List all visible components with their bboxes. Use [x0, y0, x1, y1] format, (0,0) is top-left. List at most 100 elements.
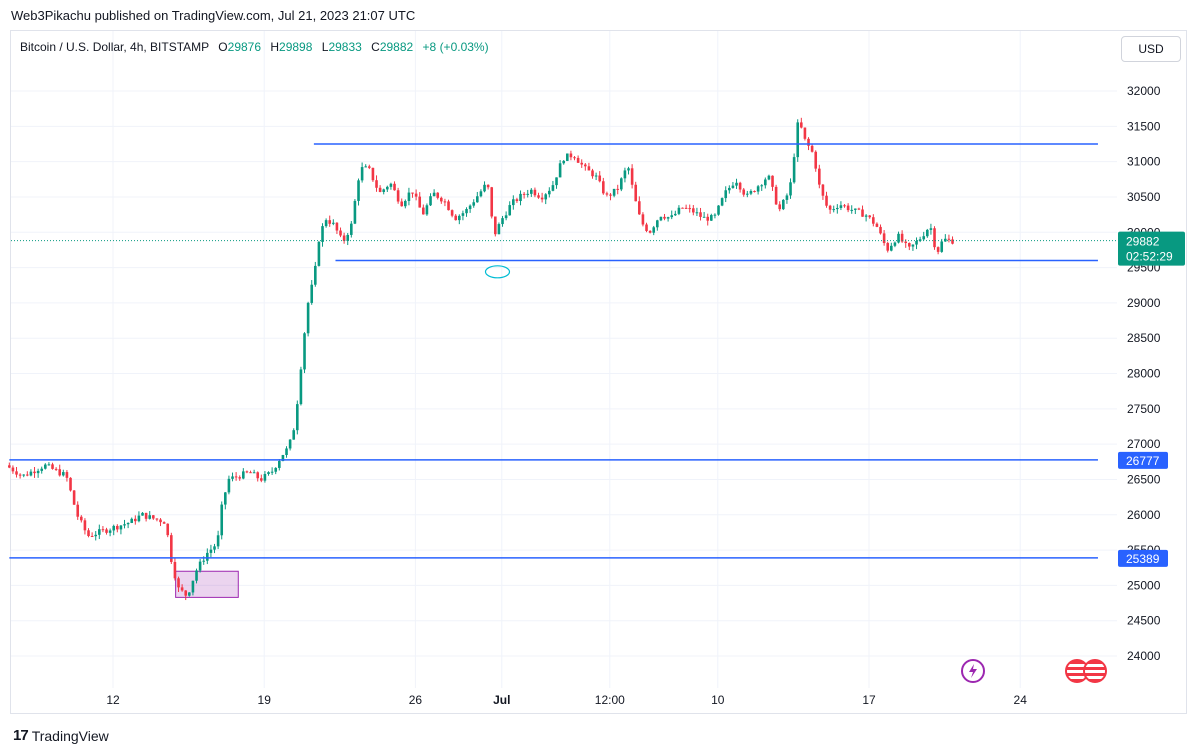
candle-body — [76, 504, 80, 517]
candle-body — [735, 182, 738, 186]
candle-body — [879, 226, 882, 234]
candle-body — [479, 191, 483, 197]
y-tick-label: 31000 — [1127, 155, 1161, 169]
candle-body — [454, 215, 458, 221]
x-tick-label: 12 — [106, 693, 120, 707]
currency-button[interactable]: USD — [1121, 36, 1181, 62]
candle-body — [353, 200, 357, 224]
close-label: C — [371, 40, 380, 54]
candle-body — [630, 168, 634, 185]
candle-body — [569, 153, 573, 158]
candle-body — [872, 217, 875, 224]
candle-body — [497, 224, 501, 235]
candle-body — [774, 186, 778, 205]
candle-body — [296, 404, 299, 431]
candle-body — [749, 191, 753, 194]
candle-body — [350, 223, 353, 235]
candle-body — [828, 205, 832, 210]
candle-body — [8, 465, 11, 468]
candle-body — [677, 207, 681, 214]
candle-body — [656, 220, 659, 228]
candle-body — [526, 193, 530, 195]
candle-body — [508, 205, 512, 216]
candle-body — [476, 196, 479, 203]
candle-body — [533, 189, 537, 196]
x-tick-label: 24 — [1014, 693, 1028, 707]
candle-body — [803, 127, 807, 139]
candle-body — [429, 196, 432, 206]
candle-body — [731, 185, 735, 188]
y-tick-label: 25000 — [1127, 578, 1161, 592]
x-tick-label: 19 — [258, 693, 272, 707]
candle-body — [242, 471, 245, 479]
candle-body — [123, 524, 126, 526]
candle-body — [933, 228, 936, 248]
candle-body — [335, 222, 339, 231]
candle-body — [220, 504, 224, 536]
candle-body — [465, 209, 468, 214]
candle-body — [177, 578, 180, 588]
candle-body — [530, 189, 533, 194]
candle-body — [807, 138, 810, 146]
y-tick-label: 31500 — [1127, 119, 1161, 133]
candle-body — [854, 208, 857, 210]
price-axis: 2400024500250002550026000265002700027500… — [1127, 84, 1161, 663]
low-label: L — [321, 40, 329, 54]
brand-label: TradingView — [31, 727, 109, 744]
candle-body — [864, 215, 868, 217]
candle-body — [587, 166, 591, 171]
y-tick-label: 30500 — [1127, 190, 1161, 204]
candle-body — [764, 179, 767, 186]
candle-body — [695, 212, 699, 214]
us-flag-icon[interactable] — [1083, 659, 1107, 683]
candle-body — [598, 175, 602, 182]
lightning-icon[interactable] — [961, 659, 985, 683]
candle-body — [540, 197, 544, 200]
candles — [8, 117, 954, 601]
y-tick-label: 28500 — [1127, 331, 1161, 345]
candle-body — [40, 468, 44, 471]
candle-body — [58, 469, 62, 476]
ellipse-marker — [484, 265, 511, 279]
candle-body — [663, 216, 666, 219]
candle-body — [641, 214, 645, 225]
candle-body — [753, 191, 756, 193]
candle-body — [386, 186, 389, 190]
candle-body — [90, 536, 94, 538]
y-tick-label: 27500 — [1127, 402, 1161, 416]
candle-body — [404, 200, 407, 207]
candle-body — [857, 208, 861, 210]
candle-body — [929, 228, 933, 230]
candle-body — [548, 190, 551, 195]
high-label: H — [270, 40, 280, 54]
candle-body — [490, 187, 494, 217]
candle-body — [166, 523, 170, 536]
candle-body — [292, 430, 296, 440]
candle-body — [483, 184, 486, 192]
candle-body — [515, 199, 519, 202]
symbol-name: Bitcoin / U.S. Dollar, 4h, BITSTAMP — [20, 40, 209, 54]
candle-body — [116, 525, 119, 530]
candle-body — [652, 227, 656, 233]
candle-body — [54, 468, 58, 470]
candle-body — [562, 160, 566, 164]
candle-body — [270, 471, 274, 473]
y-tick-label: 24000 — [1127, 649, 1161, 663]
tradingview-logo-icon: 17 — [13, 727, 29, 744]
candle-body — [425, 205, 429, 215]
candle-body — [778, 204, 782, 210]
x-tick-label: 10 — [711, 693, 725, 707]
change-value: +8 (+0.03%) — [422, 40, 489, 54]
candle-body — [414, 193, 418, 197]
candle-body — [659, 216, 663, 221]
candle-body — [299, 369, 303, 405]
candle-body — [83, 520, 87, 531]
candle-body — [886, 243, 890, 251]
candle-body — [616, 188, 620, 190]
y-tick-label: 27000 — [1127, 437, 1161, 451]
candle-body — [368, 166, 371, 168]
candle-body — [681, 207, 684, 209]
candle-body — [936, 247, 940, 252]
candle-body — [814, 151, 818, 169]
